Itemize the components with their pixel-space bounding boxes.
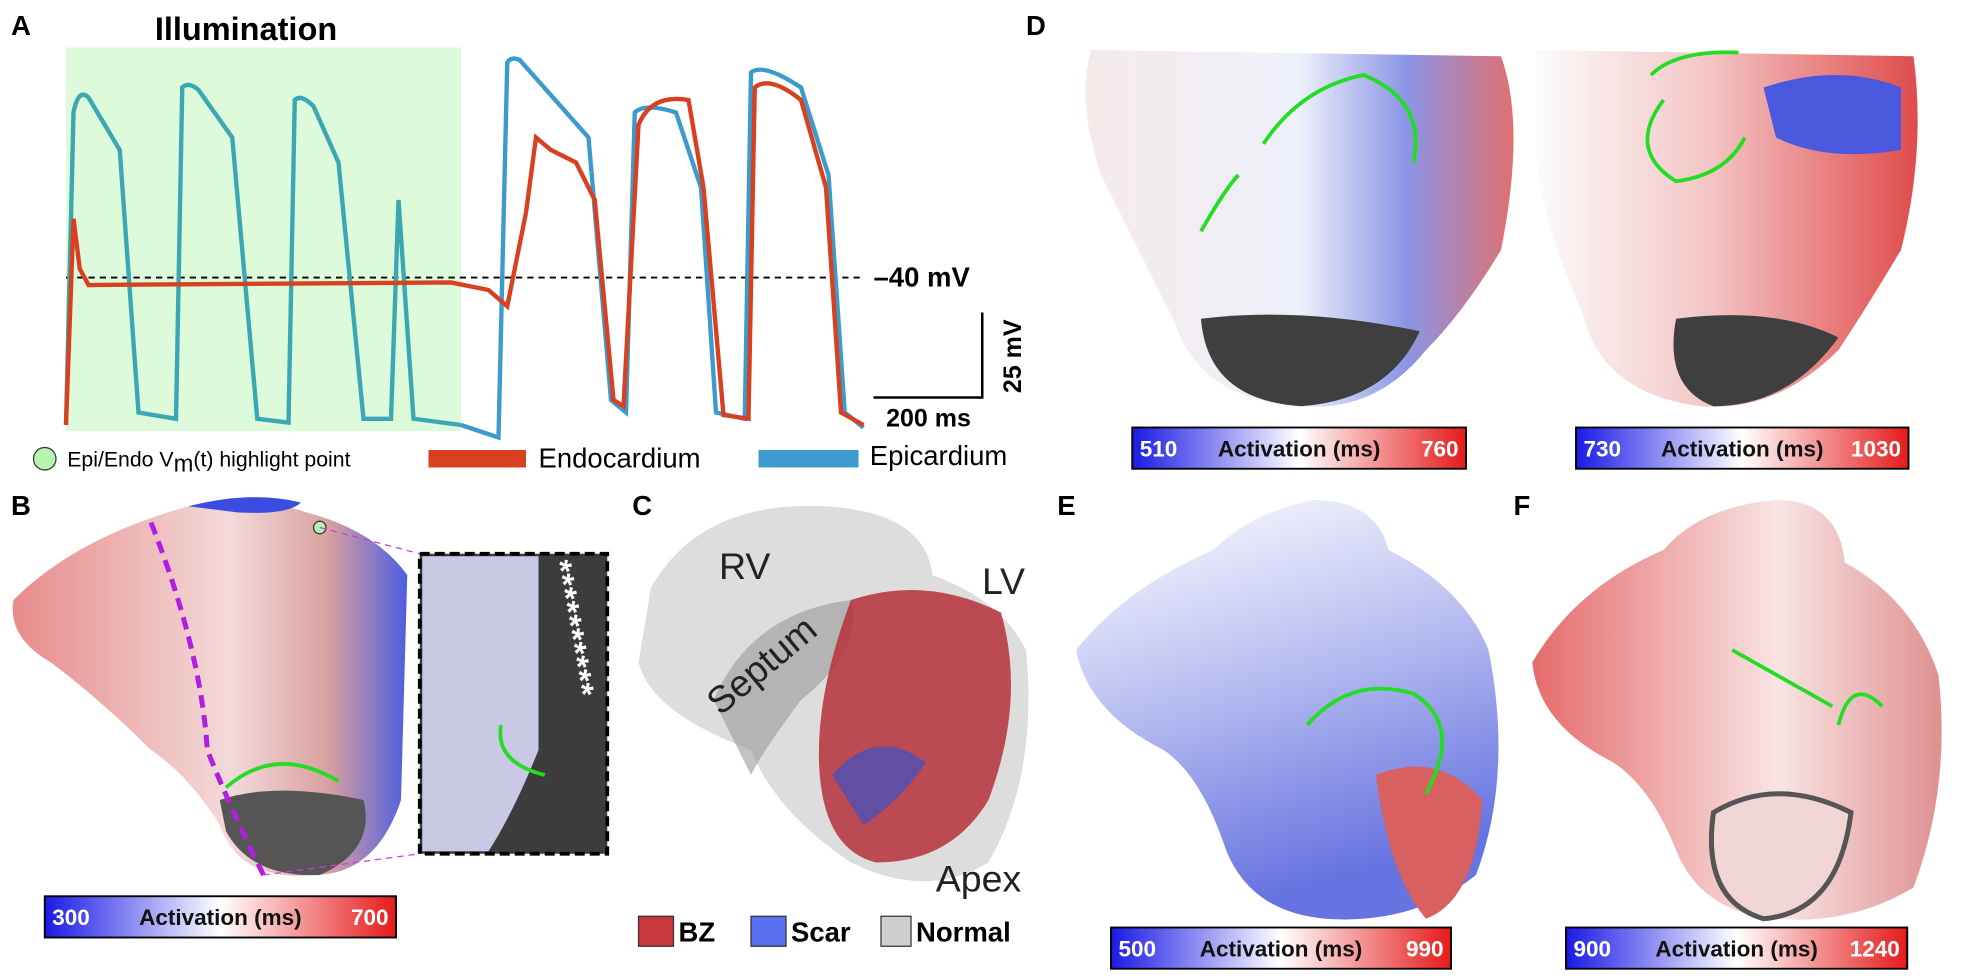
illumination-title: Illumination xyxy=(155,11,337,47)
panel-label: F xyxy=(1514,490,1531,521)
legend-swatch xyxy=(750,915,787,947)
legend-label: Scar xyxy=(791,916,851,947)
epicardium-trace xyxy=(460,56,865,441)
scale-bar xyxy=(873,312,984,399)
inset-surface xyxy=(422,556,539,852)
legend-swatch xyxy=(428,450,526,468)
colorbar-min: 730 xyxy=(1584,436,1622,461)
legend-label: Epicardium xyxy=(870,440,1008,471)
legend-label: BZ xyxy=(679,916,716,947)
panel-label: B xyxy=(11,490,31,521)
colorbar-gradient xyxy=(43,895,397,939)
heart-region xyxy=(1763,75,1901,155)
cut-line xyxy=(148,521,266,877)
legend-label: Normal xyxy=(916,916,1011,947)
colorbar-min: 510 xyxy=(1140,436,1178,461)
reentry-arrow xyxy=(1731,648,1884,726)
heart-apex xyxy=(219,790,366,876)
colorbar: 900 Activation (ms) 1240 xyxy=(1565,926,1909,970)
heart-apex xyxy=(1708,791,1854,922)
epicardium-trace xyxy=(63,82,462,428)
legend-swatch xyxy=(880,915,912,947)
region-label: Apex xyxy=(936,857,1022,899)
panel-label: C xyxy=(632,490,652,521)
colorbar-title: Activation (ms) xyxy=(139,905,302,930)
highlight-swatch xyxy=(32,446,57,471)
reentry-arrow xyxy=(1305,686,1444,795)
colorbar-max: 1240 xyxy=(1850,936,1900,961)
colorbar-max: 1030 xyxy=(1851,436,1901,461)
legend-swatch xyxy=(758,450,859,468)
colorbar-min: 900 xyxy=(1574,936,1612,961)
zoom-line xyxy=(319,526,420,555)
colorbar-max: 990 xyxy=(1406,936,1444,961)
zoom-line xyxy=(263,853,420,876)
legend-label: Endocardium xyxy=(539,443,701,474)
legend-swatch xyxy=(637,915,675,947)
heart-apex xyxy=(1673,315,1839,407)
legend-label: Epi/Endo Vm(t) highlight point xyxy=(67,447,350,477)
colorbar-gradient xyxy=(1131,426,1467,470)
region-label: RV xyxy=(719,545,770,587)
colorbar-max: 700 xyxy=(351,905,389,930)
panel-label: E xyxy=(1057,490,1075,521)
scale-y-label: 25 mV xyxy=(999,319,1027,393)
colorbar: 300 Activation (ms) 700 xyxy=(43,895,397,939)
heart-region xyxy=(1376,766,1483,919)
colorbar-min: 500 xyxy=(1119,936,1157,961)
endocardium-trace xyxy=(63,81,865,427)
septum xyxy=(713,600,854,775)
colorbar-min: 300 xyxy=(52,905,90,930)
legend-part: (t) highlight point xyxy=(193,447,350,471)
heart-region xyxy=(188,497,301,513)
heart-surface xyxy=(12,501,408,876)
heart-apex xyxy=(1201,314,1420,407)
reentry-arrow xyxy=(224,762,340,789)
colorbar-title: Activation (ms) xyxy=(1661,436,1824,461)
colorbar-gradient xyxy=(1565,926,1909,970)
reentry-arrow xyxy=(498,724,546,777)
scar xyxy=(832,746,926,825)
colorbar-gradient xyxy=(1110,926,1452,970)
colorbar-title: Activation (ms) xyxy=(1218,436,1381,461)
colorbar: 730 Activation (ms) 1030 xyxy=(1575,426,1910,470)
colorbar-title: Activation (ms) xyxy=(1655,936,1818,961)
region-label: LV xyxy=(982,560,1025,602)
colorbar-title: Activation (ms) xyxy=(1200,936,1363,961)
panel-label: A xyxy=(11,10,31,41)
panel-label: D xyxy=(1026,10,1046,41)
threshold-label: –40 mV xyxy=(874,261,971,292)
colorbar-max: 760 xyxy=(1421,436,1459,461)
colorbar-gradient xyxy=(1575,426,1910,470)
reentry-arrow xyxy=(1645,50,1747,184)
legend-part: m xyxy=(174,450,194,477)
scale-x-label: 200 ms xyxy=(886,404,971,432)
reentry-arrow xyxy=(1199,73,1418,233)
colorbar: 500 Activation (ms) 990 xyxy=(1110,926,1452,970)
legend-part: Epi/Endo V xyxy=(67,447,174,471)
colorbar: 510 Activation (ms) 760 xyxy=(1131,426,1467,470)
heart-surface xyxy=(1085,50,1514,407)
